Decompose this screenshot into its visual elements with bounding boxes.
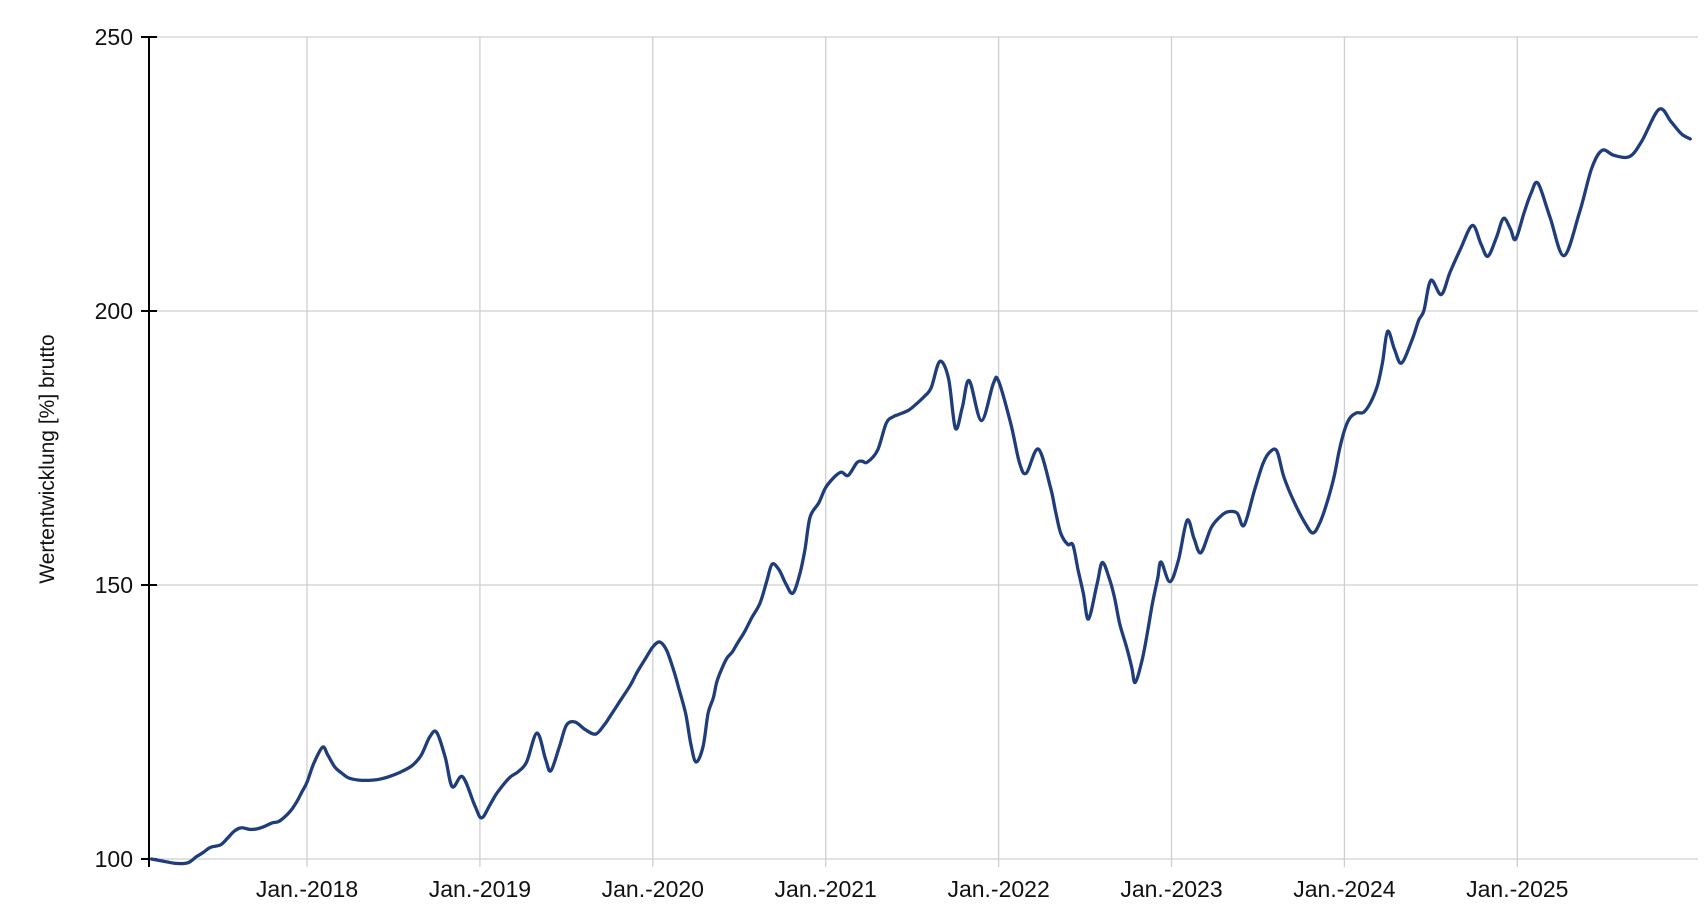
- y-tick-label: 100: [95, 846, 133, 872]
- x-tick-label: Jan.-2022: [947, 876, 1049, 902]
- x-tick-label: Jan.-2024: [1293, 876, 1396, 902]
- x-tick-label: Jan.-2021: [775, 876, 877, 902]
- x-tick-label: Jan.-2019: [429, 876, 531, 902]
- y-axis-title: Wertentwicklung [%] brutto: [36, 334, 59, 584]
- y-tick-label: 200: [95, 298, 133, 324]
- x-tick-label: Jan.-2023: [1120, 876, 1222, 902]
- x-tick-label: Jan.-2025: [1466, 876, 1568, 902]
- x-tick-label: Jan.-2018: [256, 876, 358, 902]
- y-tick-label: 250: [95, 24, 133, 50]
- x-tick-label: Jan.-2020: [602, 876, 704, 902]
- performance-line: [149, 107, 1692, 866]
- y-tick-label: 150: [95, 572, 133, 598]
